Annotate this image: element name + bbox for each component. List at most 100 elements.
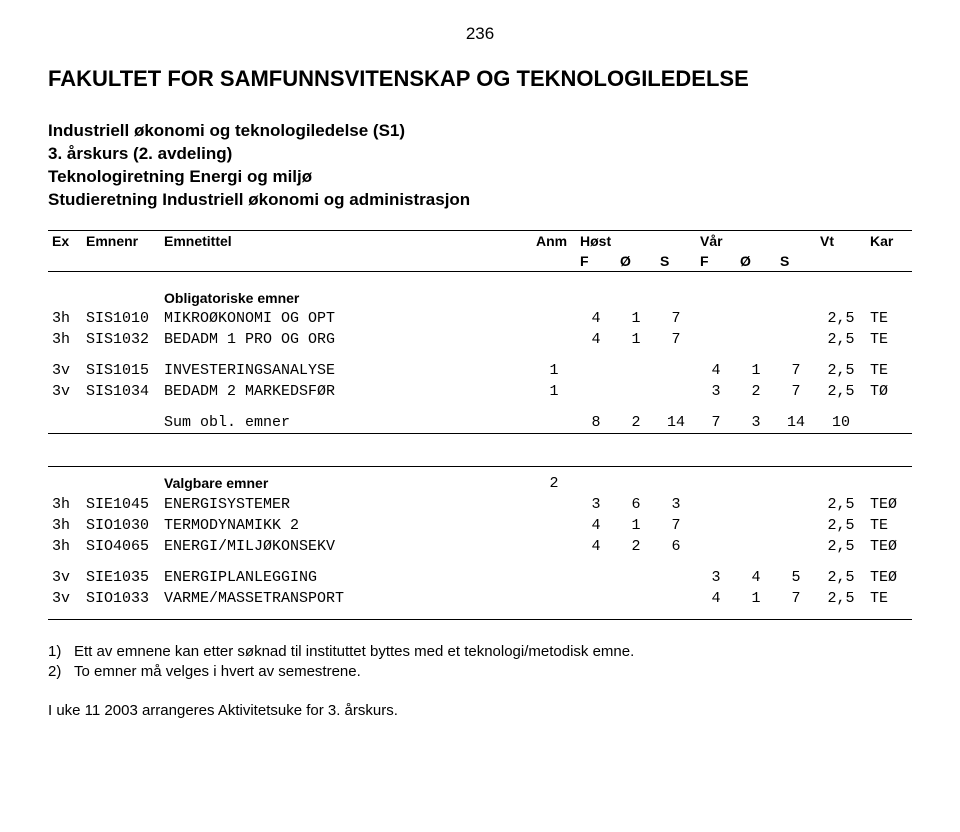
hdr-vt: Vt (816, 230, 866, 251)
cell-hF: 3 (576, 494, 616, 515)
cell-kar: TE (866, 308, 912, 329)
cell-tit: ENERGISYSTEMER (160, 494, 532, 515)
cell-nr: SIO1033 (82, 588, 160, 609)
cell-ex: 3v (48, 360, 82, 381)
table-row: 3vSIS1015INVESTERINGSANALYSE14172,5TE (48, 360, 912, 381)
cell-kar: TEØ (866, 536, 912, 557)
cell-hS: 7 (656, 329, 696, 350)
cell-vt: 2,5 (816, 360, 866, 381)
cell-hS: 7 (656, 308, 696, 329)
cell-vt: 2,5 (816, 588, 866, 609)
cell-nr: SIS1032 (82, 329, 160, 350)
cell-vF: 4 (696, 588, 736, 609)
cell-vO (736, 329, 776, 350)
cell-vF (696, 536, 736, 557)
cell-hF: 4 (576, 329, 616, 350)
cell-vt: 2,5 (816, 494, 866, 515)
table-row: 3vSIE1035ENERGIPLANLEGGING3452,5TEØ (48, 567, 912, 588)
cell-hO: 1 (616, 308, 656, 329)
subtitle-line-3: Teknologiretning Energi og miljø (48, 166, 912, 189)
cell-nr: SIO1030 (82, 515, 160, 536)
cell-hS (656, 588, 696, 609)
cell-vF (696, 515, 736, 536)
cell-nr: SIS1034 (82, 381, 160, 402)
sum-row: Sum obl. emner 8 2 14 7 3 14 10 (48, 412, 912, 434)
cell-tit: BEDADM 2 MARKEDSFØR (160, 381, 532, 402)
cell-vS: 5 (776, 567, 816, 588)
cell-ex: 3h (48, 494, 82, 515)
cell-vt: 2,5 (816, 308, 866, 329)
cell-ex: 3v (48, 381, 82, 402)
cell-anm (532, 308, 576, 329)
cell-vF (696, 329, 736, 350)
hdr-host-f: F (576, 251, 616, 272)
footnote-2-text: To emner må velges i hvert av semestrene… (74, 662, 361, 682)
cell-hF (576, 381, 616, 402)
cell-tit: MIKROØKONOMI OG OPT (160, 308, 532, 329)
footnote-1: 1) Ett av emnene kan etter søknad til in… (48, 642, 912, 662)
cell-kar: TEØ (866, 567, 912, 588)
cell-hO (616, 381, 656, 402)
cell-hS (656, 567, 696, 588)
footnote-1-num: 1) (48, 642, 74, 662)
cell-nr: SIE1035 (82, 567, 160, 588)
cell-kar: TE (866, 329, 912, 350)
cell-vS (776, 308, 816, 329)
footnote-2-num: 2) (48, 662, 74, 682)
cell-kar: TE (866, 588, 912, 609)
cell-hF: 4 (576, 308, 616, 329)
cell-anm (532, 515, 576, 536)
section-oblig-label: Obligatoriske emner (160, 288, 532, 308)
valg-body: 3hSIE1045ENERGISYSTEMER3632,5TEØ3hSIO103… (48, 494, 912, 557)
sum-vf: 7 (696, 412, 736, 434)
cell-vS (776, 515, 816, 536)
hdr-host-s: S (656, 251, 696, 272)
cell-nr: SIE1045 (82, 494, 160, 515)
cell-vS: 7 (776, 381, 816, 402)
section-valg-label: Valgbare emner (160, 466, 532, 494)
cell-vS: 7 (776, 360, 816, 381)
hdr-kar: Kar (866, 230, 912, 251)
cell-anm (532, 567, 576, 588)
cell-kar: TEØ (866, 494, 912, 515)
cell-vO: 2 (736, 381, 776, 402)
cell-hS: 6 (656, 536, 696, 557)
table-row: 3hSIS1010MIKROØKONOMI OG OPT4172,5TE (48, 308, 912, 329)
oblig-body: 3hSIS1010MIKROØKONOMI OG OPT4172,5TE3hSI… (48, 308, 912, 350)
section-valg-row: Valgbare emner 2 (48, 466, 912, 494)
cell-hS: 7 (656, 515, 696, 536)
cell-ex: 3h (48, 308, 82, 329)
cell-anm (532, 536, 576, 557)
cell-vt: 2,5 (816, 381, 866, 402)
cell-vO: 1 (736, 588, 776, 609)
cell-tit: ENERGI/MILJØKONSEKV (160, 536, 532, 557)
footnote-2: 2) To emner må velges i hvert av semestr… (48, 662, 912, 682)
cell-vS: 7 (776, 588, 816, 609)
cell-ex: 3h (48, 515, 82, 536)
subtitle-block: Industriell økonomi og teknologiledelse … (48, 120, 912, 212)
cell-hF: 4 (576, 536, 616, 557)
hdr-emnetittel: Emnetittel (160, 230, 532, 251)
cell-hF (576, 360, 616, 381)
cell-anm (532, 329, 576, 350)
cell-hO: 2 (616, 536, 656, 557)
cell-hO: 1 (616, 329, 656, 350)
cell-vF: 4 (696, 360, 736, 381)
cell-hO (616, 360, 656, 381)
cell-vF: 3 (696, 567, 736, 588)
cell-kar: TE (866, 515, 912, 536)
section-valg-anm: 2 (532, 466, 576, 494)
cell-hS (656, 381, 696, 402)
cell-tit: BEDADM 1 PRO OG ORG (160, 329, 532, 350)
cell-vF: 3 (696, 381, 736, 402)
header-row-1: Ex Emnenr Emnetittel Anm Høst Vår Vt Kar (48, 230, 912, 251)
sum-hs: 14 (656, 412, 696, 434)
cell-hF (576, 567, 616, 588)
cell-hO (616, 588, 656, 609)
cell-hO: 6 (616, 494, 656, 515)
main-title: FAKULTET FOR SAMFUNNSVITENSKAP OG TEKNOL… (48, 66, 912, 92)
hdr-anm: Anm (532, 230, 576, 251)
sum-vs: 14 (776, 412, 816, 434)
subtitle-line-2: 3. årskurs (2. avdeling) (48, 143, 912, 166)
cell-hF (576, 588, 616, 609)
